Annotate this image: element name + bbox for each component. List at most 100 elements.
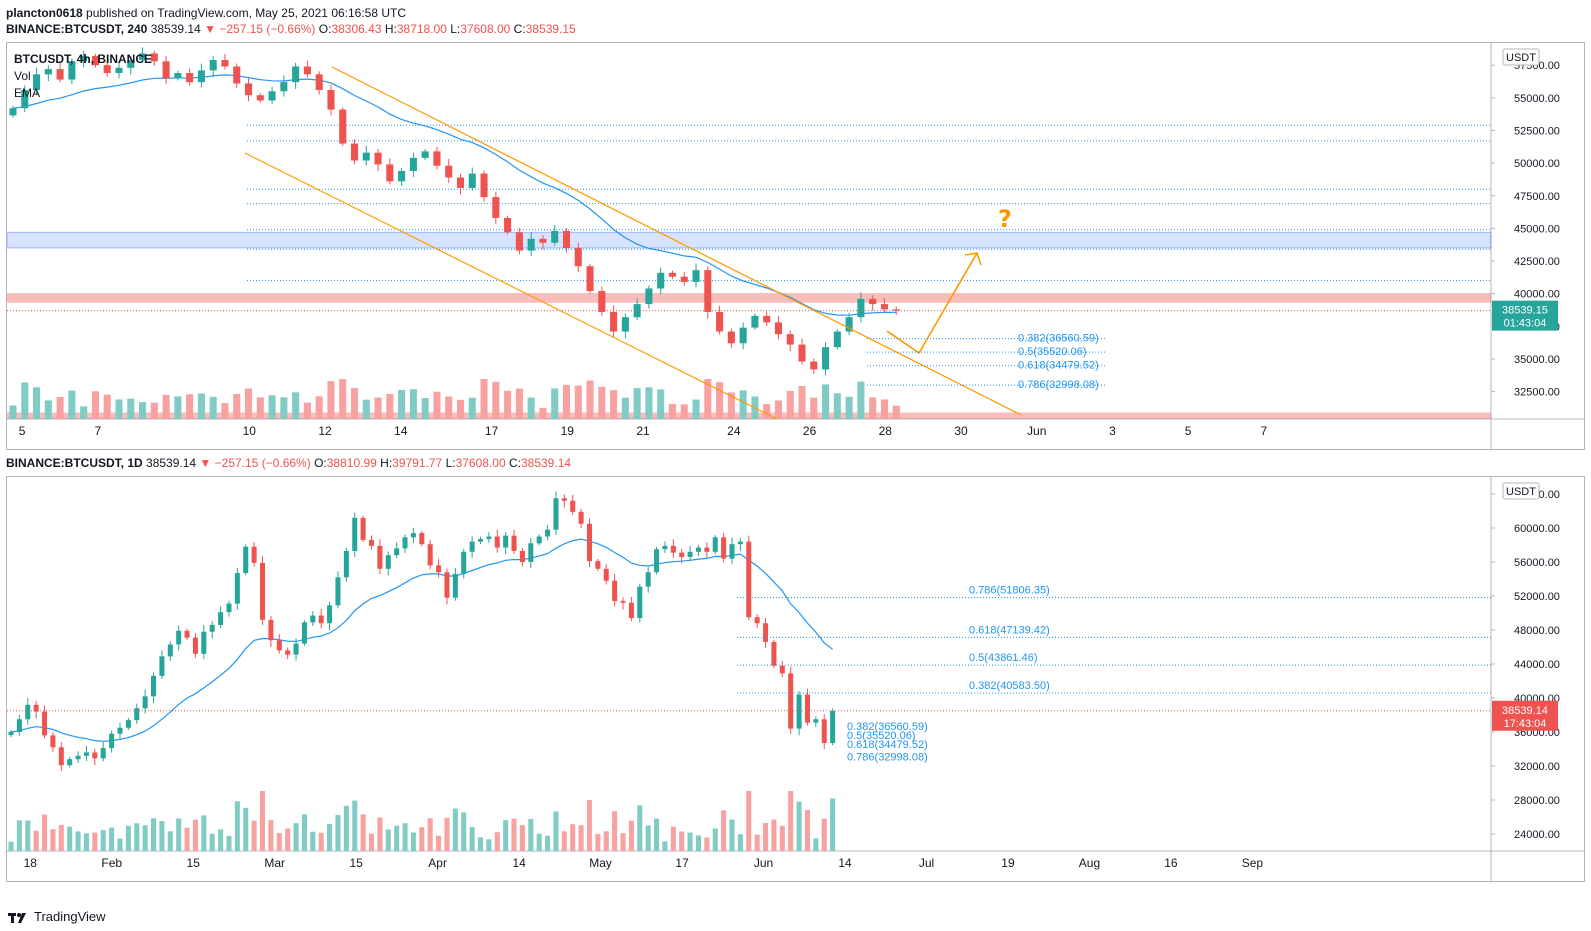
volume-bar	[527, 397, 535, 419]
y-tick-label: 50000.00	[1514, 158, 1560, 170]
candle-body	[25, 704, 31, 720]
candle-body	[637, 586, 643, 619]
forecast-arrow-head	[964, 252, 982, 266]
volume-bar	[256, 397, 264, 419]
volume-bar	[209, 833, 215, 851]
author-name[interactable]: plancton0618	[6, 6, 83, 20]
volume-bar	[233, 393, 241, 419]
candle-body	[339, 109, 347, 144]
indicator-main[interactable]: BTCUSDT, 4h, BINANCE	[14, 52, 153, 66]
volume-bar	[603, 831, 609, 851]
bottom-chart-panel[interactable]: 24000.00 28000.00 32000.00 36000.00 40000.00…	[6, 476, 1585, 882]
y-tick-label: 60000.00	[1514, 523, 1560, 535]
candle-body	[779, 665, 785, 674]
bottom-chart[interactable]: 24000.0028000.0032000.0036000.0040000.00…	[7, 477, 1584, 881]
candle-body	[374, 152, 382, 165]
volume-bar	[798, 385, 806, 419]
top-change: −257.15 (−0.66%)	[219, 22, 316, 36]
volume-bar	[50, 829, 56, 851]
candle-body	[127, 59, 135, 68]
volume-bar	[692, 399, 700, 419]
candle-body	[58, 747, 64, 766]
candle-body	[260, 562, 266, 620]
candle-body	[385, 555, 391, 569]
volume-bar	[244, 388, 253, 419]
indicator-ema[interactable]: EMA	[14, 86, 41, 100]
y-tick-label: 48000.00	[1514, 625, 1560, 637]
fib-label: 0.618(34479.52)	[1018, 360, 1099, 372]
volume-bar	[176, 818, 182, 851]
candle-body	[821, 719, 827, 744]
publish-info: published on TradingView.com, May 25, 20…	[86, 6, 407, 20]
volume-bar	[645, 825, 651, 851]
volume-bar	[845, 396, 853, 419]
volume-bar	[56, 396, 64, 419]
candle-body	[830, 710, 836, 744]
volume-bar	[335, 815, 341, 851]
candle-body	[335, 577, 341, 606]
candle-body	[21, 90, 29, 109]
candle-body	[461, 551, 467, 574]
candle-body	[251, 546, 257, 563]
x-tick-label: 14	[512, 856, 526, 870]
volume-bar	[103, 394, 111, 419]
volume-bar	[578, 825, 584, 851]
indicator-vol[interactable]: Vol	[14, 69, 31, 83]
candle-body	[343, 550, 349, 578]
candle-body	[280, 82, 288, 92]
candle-body	[209, 624, 215, 632]
candle-body	[50, 735, 56, 748]
candle-body	[804, 694, 810, 723]
candle-body	[468, 173, 476, 188]
bottom-high: 39791.77	[392, 456, 443, 470]
price-tag-box	[1492, 700, 1558, 731]
candle-body	[33, 704, 39, 712]
candle-body	[433, 151, 441, 166]
y-tick-label: 56000.00	[1514, 557, 1560, 569]
bottom-symbol[interactable]: BINANCE:BTCUSDT, 1D	[6, 456, 143, 470]
y-tick-label: 35000.00	[1514, 354, 1560, 366]
top-symbol[interactable]: BINANCE:BTCUSDT, 240	[6, 22, 148, 36]
volume-bar	[595, 833, 601, 851]
volume-bar	[729, 819, 735, 851]
price-tag-countdown: 01:43:04	[1504, 318, 1547, 330]
x-tick-label: 15	[349, 856, 363, 870]
volume-bar	[528, 819, 534, 851]
volume-bar	[139, 402, 147, 419]
volume-bar	[444, 817, 450, 851]
y-tick-label: 40000.00	[1514, 289, 1560, 301]
volume-bar	[763, 823, 769, 851]
top-chart-panel[interactable]: 32500.0035000.0037500.0040000.0042500.00…	[6, 42, 1585, 450]
candle-body	[362, 152, 370, 161]
y-tick-label: 28000.00	[1514, 795, 1560, 807]
candle-body	[109, 733, 115, 749]
volume-bar	[739, 390, 747, 419]
volume-bar	[117, 838, 123, 851]
x-tick-label: 18	[24, 856, 38, 870]
volume-bar	[433, 391, 441, 419]
tradingview-footer[interactable]: TradingView	[8, 909, 106, 924]
volume-bar	[570, 824, 576, 851]
y-tick-label: 32000.00	[1514, 761, 1560, 773]
forecast-arrow-path	[886, 252, 978, 355]
candle-body	[598, 291, 606, 312]
x-tick-label: Apr	[428, 856, 447, 870]
candle-body	[657, 272, 665, 289]
candle-body	[695, 547, 701, 552]
ema-line	[10, 538, 833, 742]
candle-body	[704, 270, 712, 312]
candle-body	[570, 500, 576, 512]
price-tag-countdown: 17:43:04	[1504, 718, 1547, 730]
candle-body	[452, 573, 458, 598]
volume-bar	[754, 834, 760, 851]
volume-bar	[301, 814, 307, 851]
volume-bar	[100, 830, 106, 851]
fib-label: 0.382(36560.59)	[1018, 333, 1099, 345]
volume-bar	[561, 831, 567, 851]
candle-body	[892, 309, 900, 311]
candle-body	[184, 630, 190, 638]
publish-header: plancton0618 published on TradingView.co…	[6, 6, 406, 20]
x-tick-label: 15	[187, 856, 201, 870]
candle-body	[729, 544, 735, 559]
top-chart[interactable]: 32500.0035000.0037500.0040000.0042500.00…	[7, 43, 1584, 449]
